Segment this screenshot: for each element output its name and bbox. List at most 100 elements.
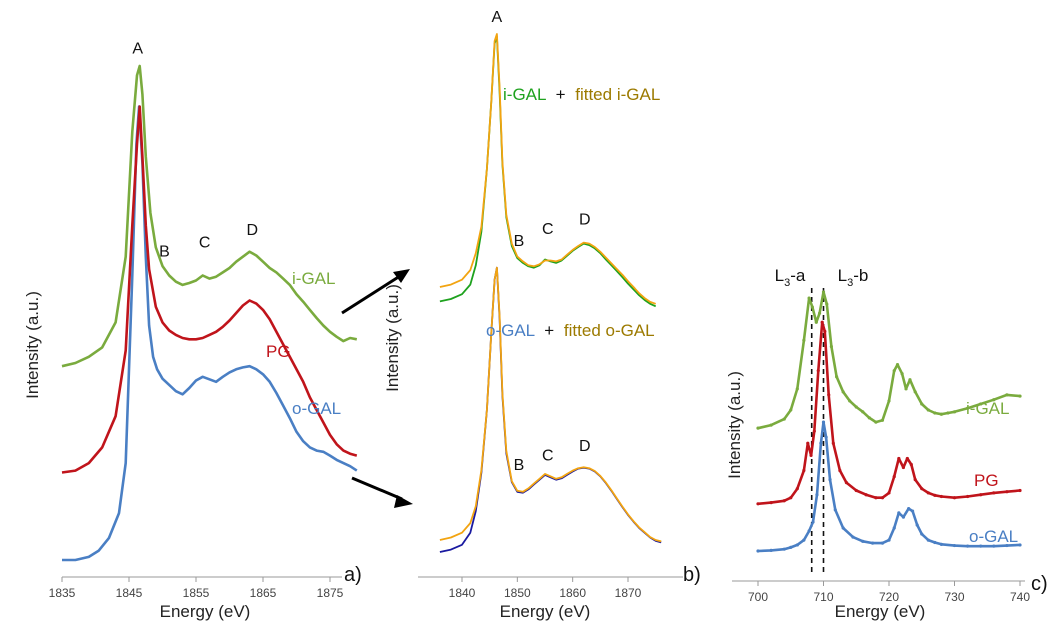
- panel-a-x-axis-title: Energy (eV): [160, 602, 251, 621]
- panel-c-data-point: [821, 420, 826, 424]
- panel-c-data-point: [933, 411, 937, 415]
- panel-a-x-tick-label: 1855: [183, 586, 210, 600]
- panel-c-data-point: [811, 520, 815, 524]
- panel-c-data-point: [809, 453, 813, 457]
- panel-b-x-tick-label: 1870: [615, 586, 642, 600]
- panel-c-x-tick-label: 720: [879, 590, 899, 604]
- panel-c-data-point: [789, 496, 793, 500]
- panel-b-x-tick-label: 1860: [559, 586, 586, 600]
- panel-b-bottom-legend-o-gal: o-GAL: [486, 321, 535, 340]
- panel-b-top-legend-plus: +: [556, 85, 566, 104]
- panel-c-data-point: [807, 296, 811, 300]
- panel-c-data-point: [1018, 488, 1022, 493]
- panel-c-x-tick-label: 710: [813, 590, 833, 604]
- panel-c-data-point: [979, 402, 983, 406]
- panel-c-data-point: [915, 523, 919, 527]
- panel-c-data-point: [952, 543, 957, 548]
- panel-c-data-point: [880, 541, 885, 545]
- panel-c-data-point: [904, 387, 908, 391]
- panel-c-x-axis-title: Energy (eV): [835, 602, 926, 621]
- panel-c-x-tick-label: 740: [1010, 590, 1030, 604]
- panel-b-top-legend-fitted: fitted i-GAL: [575, 85, 660, 104]
- panel-c-data-point: [861, 539, 865, 543]
- panel-b-peak-label-c: C: [542, 447, 554, 464]
- panel-c-data-point: [892, 526, 896, 530]
- panel-c-data-point: [901, 515, 906, 519]
- panel-c-data-point: [817, 311, 822, 315]
- panel-a-peak-label-b: B: [159, 244, 170, 261]
- panel-c-data-point: [939, 542, 944, 546]
- panel-c-data-point: [756, 549, 760, 553]
- panel-b-series-fitted-o-gal-line: [439, 266, 662, 543]
- panel-c-data-point: [831, 441, 835, 445]
- panel-c-data-point: [829, 344, 833, 349]
- panel-c-data-point: [880, 418, 885, 422]
- panel-c-data-point: [992, 544, 996, 548]
- panel-c-data-point: [782, 547, 786, 551]
- panel-c-data-point: [966, 406, 970, 410]
- panel-c-data-point: [823, 329, 827, 333]
- panel-a-peak-label-a: A: [132, 40, 143, 57]
- panel-c-data-point: [838, 468, 842, 473]
- panel-a-x-tick-label: 1875: [317, 586, 344, 600]
- panel-c-y-axis-title: Intensity (a.u.): [725, 371, 744, 479]
- panel-c-data-point: [841, 526, 845, 530]
- panel-c-data-point: [1018, 543, 1022, 547]
- panel-c-data-point: [913, 390, 917, 394]
- panel-c-data-point: [789, 545, 793, 549]
- panel-c-label: c): [1031, 573, 1048, 595]
- panel-c-data-point: [946, 411, 950, 415]
- panel-c-data-point: [854, 488, 858, 493]
- panel-a-series-pg-line: [61, 105, 358, 474]
- panel-c-data-point: [939, 412, 944, 416]
- panel-b-peak-label-c: C: [542, 221, 554, 238]
- panel-c-data-point: [926, 408, 930, 412]
- panel-a-label: a): [344, 564, 362, 586]
- panel-c-data-point: [907, 507, 911, 511]
- panel-c-data-point: [844, 481, 849, 485]
- panel-c-series-label-i-gal: i-GAL: [966, 399, 1009, 418]
- panel-c-data-point: [910, 509, 915, 513]
- panel-c-data-point: [854, 405, 858, 409]
- panel-c-data-point: [819, 441, 823, 445]
- panel-b-top-legend: i-GAL + fitted i-GAL: [503, 85, 660, 104]
- panel-c-data-point: [897, 511, 901, 515]
- panel-c-data-point: [920, 532, 924, 536]
- panel-b-label: b): [683, 564, 701, 586]
- panel-c-data-point: [820, 320, 824, 324]
- panel-c-data-point: [851, 535, 855, 539]
- panel-c-data-point: [867, 416, 871, 420]
- panel-c-data-point: [880, 496, 885, 500]
- panel-c-data-point: [908, 378, 912, 382]
- panel-a: 1835 1845 1855 1865 1875 A B C D Intensity (a.u…: [23, 40, 362, 621]
- panel-a-y-axis-title: Intensity (a.u.): [23, 291, 42, 399]
- panel-b-peak-label-b: B: [514, 457, 525, 474]
- panel-c-data-point: [828, 477, 832, 482]
- panel-b-top-legend-i-gal: i-GAL: [503, 85, 546, 104]
- arrow-to-panel-b-bottom: [351, 476, 413, 508]
- panel-c-data-point: [802, 468, 806, 473]
- panel-c-data-point: [900, 372, 904, 376]
- panel-a-x-tick-label: 1845: [116, 586, 143, 600]
- panel-b-series-fitted-i-gal-line: [439, 33, 656, 305]
- panel-c-data-point: [827, 393, 831, 397]
- panel-c-data-point: [848, 399, 852, 403]
- panel-a-x-tick-label: 1835: [49, 586, 76, 600]
- panel-c-data-point: [952, 410, 957, 414]
- panel-c-data-point: [979, 544, 983, 548]
- panel-c-data-point: [802, 538, 806, 542]
- panel-c-data-point: [769, 423, 773, 427]
- panel-c-data-point: [871, 541, 875, 545]
- panel-c-data-point: [821, 290, 826, 294]
- panel-b-peak-label-a: A: [492, 9, 503, 26]
- panel-c-data-point: [802, 338, 806, 343]
- panel-a-series-label-i-gal: i-GAL: [292, 269, 335, 288]
- panel-c-series-label-pg: PG: [974, 471, 999, 490]
- panel-a-peak-label-c: C: [199, 234, 211, 251]
- panel-c-data-point: [806, 441, 810, 445]
- panel-c-data-point: [782, 499, 786, 503]
- panel-c: 700 710 720 730 740 Intensity (a.u.) Energy …: [725, 266, 1048, 621]
- panel-c-data-point: [992, 491, 996, 495]
- panel-c-data-point: [1005, 543, 1009, 548]
